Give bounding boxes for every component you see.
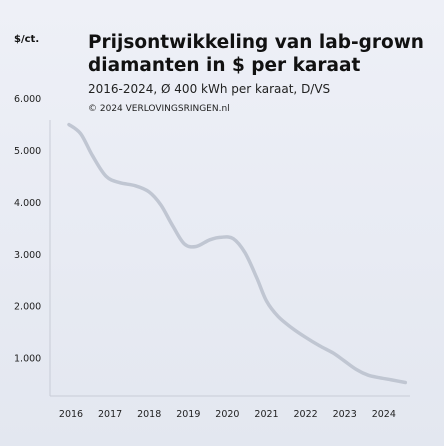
x-tick-label: 2021 [254, 409, 278, 420]
y-axis-unit-label: $/ct. [14, 34, 39, 45]
x-tick-label: 2022 [294, 409, 318, 420]
x-tick-label: 2024 [372, 409, 396, 420]
series-group [67, 122, 408, 385]
series-line-0 [67, 122, 408, 385]
y-tick-label: 1.000 [14, 354, 41, 365]
chart-subtitle: 2016-2024, Ø 400 kWh per karaat, D/VS [88, 82, 330, 96]
y-tick-label: 5.000 [14, 146, 41, 157]
chart-title-line-1: Prijsontwikkeling van lab-grown [88, 32, 424, 53]
x-tick-label: 2023 [333, 409, 357, 420]
y-tick-labels: 1.000 2.000 3.000 4.000 5.000 6.000 [14, 94, 41, 365]
y-tick-label: 4.000 [14, 198, 41, 209]
chart-source: © 2024 VERLOVINGSRINGEN.nl [88, 104, 230, 114]
y-tick-label: 3.000 [14, 250, 41, 261]
x-tick-label: 2016 [59, 409, 83, 420]
x-tick-label: 2019 [176, 409, 200, 420]
chart-title-line-2: diamanten in $ per karaat [88, 55, 360, 76]
x-tick-labels: 2016 2017 2018 2019 2020 2021 2022 2023 2024 [59, 409, 396, 420]
x-tick-label: 2018 [137, 409, 161, 420]
y-tick-label: 6.000 [14, 94, 41, 105]
x-tick-label: 2020 [215, 409, 239, 420]
y-tick-label: 2.000 [14, 302, 41, 313]
x-tick-label: 2017 [98, 409, 122, 420]
